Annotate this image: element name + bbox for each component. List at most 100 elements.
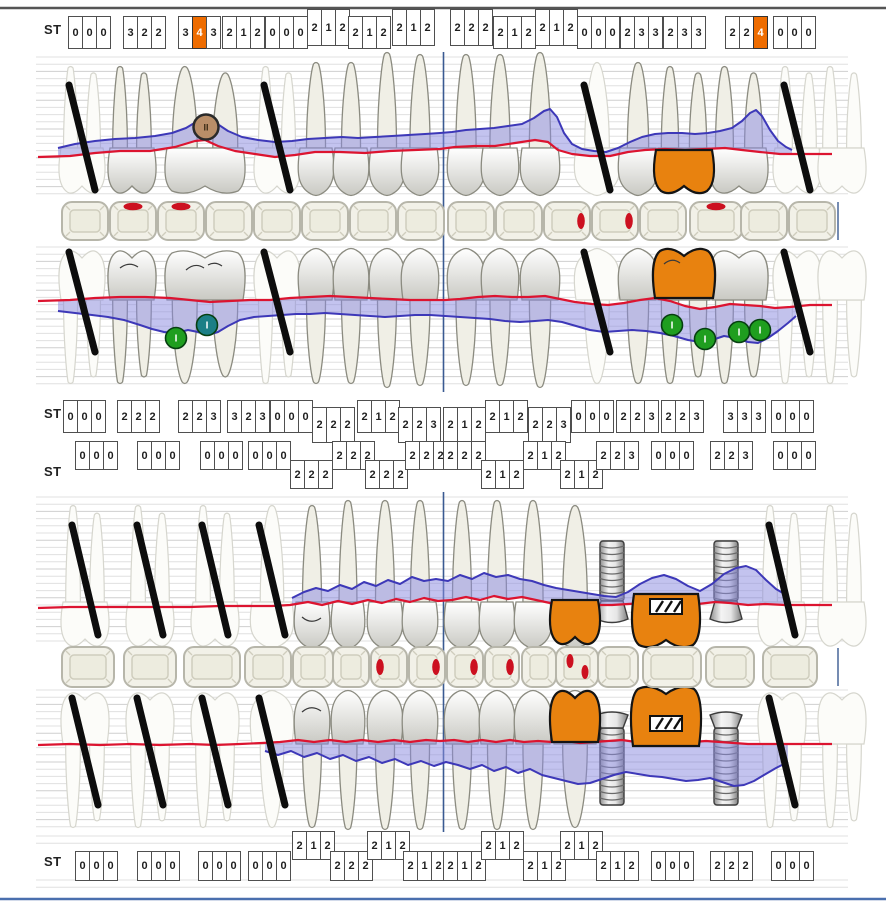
probing-value-cell[interactable]: 1 bbox=[549, 9, 564, 46]
probing-value-cell[interactable]: 2 bbox=[117, 400, 132, 433]
probing-value-cell[interactable]: 0 bbox=[248, 851, 263, 881]
occlusal-icon-lower-11[interactable] bbox=[521, 646, 557, 688]
probing-value-cell[interactable]: 0 bbox=[651, 851, 666, 881]
probing-value-cell[interactable]: 0 bbox=[773, 16, 788, 49]
probing-value-cell[interactable]: 2 bbox=[403, 851, 418, 881]
occlusal-icon-lower-12[interactable] bbox=[555, 646, 599, 688]
crown-lower-lingual-12[interactable] bbox=[548, 598, 602, 646]
occlusal-icon-lower-13[interactable] bbox=[597, 646, 639, 688]
tooth-lower-lingual-6[interactable] bbox=[330, 499, 366, 650]
probing-value-cell[interactable]: 1 bbox=[495, 831, 510, 860]
probing-value-cell[interactable]: 0 bbox=[801, 441, 816, 470]
probing-value-cell[interactable]: 0 bbox=[265, 16, 280, 49]
occlusal-icon-upper-16[interactable] bbox=[788, 201, 836, 241]
probing-value-cell[interactable]: 3 bbox=[255, 400, 270, 433]
probing-value-cell[interactable]: 0 bbox=[585, 400, 600, 433]
probing-value-cell[interactable]: 0 bbox=[665, 851, 680, 881]
occlusal-icon-lower-1[interactable] bbox=[61, 646, 115, 688]
probing-value-cell[interactable]: 3 bbox=[751, 400, 766, 433]
probing-value-cell[interactable]: 2 bbox=[596, 851, 611, 881]
probing-value-cell[interactable]: 2 bbox=[290, 460, 305, 489]
probing-value-cell[interactable]: 3 bbox=[689, 400, 704, 433]
probing-value-cell[interactable]: 2 bbox=[137, 16, 152, 49]
occlusal-icon-upper-13[interactable] bbox=[639, 201, 687, 241]
probing-value-cell[interactable]: 2 bbox=[398, 407, 413, 443]
probing-value-cell[interactable]: 2 bbox=[443, 407, 458, 443]
probing-value-cell[interactable]: 4 bbox=[192, 16, 207, 49]
tooth-upper-buccal-7[interactable] bbox=[368, 51, 406, 197]
probing-value-cell[interactable]: 2 bbox=[620, 16, 635, 49]
probing-value-cell[interactable]: 0 bbox=[137, 441, 152, 470]
probing-value-cell[interactable]: 3 bbox=[738, 441, 753, 470]
probing-value-cell[interactable]: 0 bbox=[89, 441, 104, 470]
probing-value-cell[interactable]: 2 bbox=[443, 851, 458, 881]
probing-value-cell[interactable]: 2 bbox=[376, 16, 391, 49]
probing-value-cell[interactable]: 2 bbox=[346, 441, 361, 470]
occlusal-icon-upper-9[interactable] bbox=[447, 201, 495, 241]
probing-value-cell[interactable]: 2 bbox=[563, 9, 578, 46]
probing-value-cell[interactable]: 1 bbox=[507, 16, 522, 49]
probing-value-cell[interactable]: 1 bbox=[406, 9, 421, 46]
occlusal-icon-upper-3[interactable] bbox=[157, 201, 205, 241]
probing-value-cell[interactable]: 2 bbox=[450, 9, 465, 46]
occlusal-icon-upper-2[interactable] bbox=[109, 201, 157, 241]
probing-value-cell[interactable]: 0 bbox=[75, 851, 90, 881]
occlusal-icon-upper-10[interactable] bbox=[495, 201, 543, 241]
occlusal-icon-lower-7[interactable] bbox=[370, 646, 408, 688]
probing-value-cell[interactable]: 2 bbox=[131, 400, 146, 433]
probing-value-cell[interactable]: 3 bbox=[206, 16, 221, 49]
probing-value-cell[interactable]: 3 bbox=[723, 400, 738, 433]
probing-value-cell[interactable]: 2 bbox=[738, 851, 753, 881]
probing-value-cell[interactable]: 2 bbox=[616, 400, 631, 433]
probing-value-cell[interactable]: 3 bbox=[634, 16, 649, 49]
furcation-marker[interactable]: I bbox=[195, 313, 219, 337]
probing-value-cell[interactable]: 2 bbox=[661, 400, 676, 433]
probing-value-cell[interactable]: 0 bbox=[165, 441, 180, 470]
probing-value-cell[interactable]: 2 bbox=[509, 460, 524, 489]
probing-value-cell[interactable]: 0 bbox=[577, 16, 592, 49]
crown-upper-buccal-14[interactable] bbox=[652, 148, 716, 195]
probing-value-cell[interactable]: 0 bbox=[799, 400, 814, 433]
occlusal-icon-lower-2[interactable] bbox=[123, 646, 177, 688]
probing-value-cell[interactable]: 2 bbox=[521, 16, 536, 49]
occlusal-icon-lower-9[interactable] bbox=[446, 646, 484, 688]
furcation-marker[interactable]: I bbox=[748, 318, 772, 342]
probing-value-cell[interactable]: 2 bbox=[145, 400, 160, 433]
crown-lower-lingual-14[interactable] bbox=[630, 592, 702, 649]
probing-value-cell[interactable]: 2 bbox=[739, 16, 754, 49]
probing-value-cell[interactable]: 2 bbox=[250, 16, 265, 49]
probing-value-cell[interactable]: 0 bbox=[771, 400, 786, 433]
probing-value-cell[interactable]: 0 bbox=[276, 851, 291, 881]
probing-value-cell[interactable]: 1 bbox=[306, 831, 321, 860]
probing-value-cell[interactable]: 2 bbox=[312, 407, 327, 443]
probing-value-cell[interactable]: 0 bbox=[77, 400, 92, 433]
probing-value-cell[interactable]: 0 bbox=[89, 851, 104, 881]
probing-value-cell[interactable]: 0 bbox=[773, 441, 788, 470]
implant-lower-lingual-13[interactable] bbox=[595, 540, 629, 624]
probing-value-cell[interactable]: 1 bbox=[381, 831, 396, 860]
occlusal-icon-lower-8[interactable] bbox=[408, 646, 446, 688]
probing-value-cell[interactable]: 2 bbox=[365, 460, 380, 489]
tooth-upper-oral-5[interactable] bbox=[297, 247, 335, 385]
probing-value-cell[interactable]: 1 bbox=[499, 400, 514, 433]
probing-value-cell[interactable]: 0 bbox=[571, 400, 586, 433]
probing-value-cell[interactable]: 2 bbox=[523, 851, 538, 881]
probing-value-cell[interactable]: 0 bbox=[651, 441, 666, 470]
probing-value-cell[interactable]: 0 bbox=[679, 851, 694, 881]
probing-value-cell[interactable]: 0 bbox=[785, 400, 800, 433]
probing-value-cell[interactable]: 2 bbox=[663, 16, 678, 49]
probing-value-cell[interactable]: 3 bbox=[624, 441, 639, 470]
probing-value-cell[interactable]: 1 bbox=[457, 851, 472, 881]
probing-value-cell[interactable]: 2 bbox=[340, 407, 355, 443]
probing-value-cell[interactable]: 2 bbox=[724, 851, 739, 881]
probing-value-cell[interactable]: 3 bbox=[206, 400, 221, 433]
probing-value-cell[interactable]: 0 bbox=[262, 851, 277, 881]
furcation-marker[interactable]: I bbox=[164, 326, 188, 350]
occlusal-icon-upper-11[interactable] bbox=[543, 201, 591, 241]
probing-value-cell[interactable]: 0 bbox=[665, 441, 680, 470]
probing-value-cell[interactable]: 2 bbox=[367, 831, 382, 860]
probing-value-cell[interactable]: 0 bbox=[591, 16, 606, 49]
probing-value-cell[interactable]: 0 bbox=[228, 441, 243, 470]
probing-value-cell[interactable]: 1 bbox=[495, 460, 510, 489]
probing-value-cell[interactable]: 2 bbox=[535, 9, 550, 46]
